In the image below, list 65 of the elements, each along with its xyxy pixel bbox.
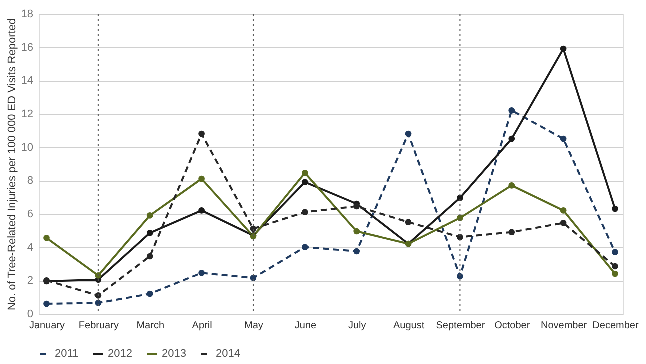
y-tick-label: 0	[27, 308, 34, 320]
x-tick-label: March	[136, 320, 165, 332]
point	[198, 208, 205, 214]
x-tick-label: December	[592, 320, 640, 332]
point	[302, 179, 308, 186]
legend-label: 2012	[108, 348, 132, 360]
x-tick-label: May	[244, 320, 264, 332]
point	[95, 292, 102, 299]
point	[302, 244, 308, 250]
point	[146, 212, 154, 219]
y-tick-label: 2	[27, 275, 34, 288]
x-tick-label: September	[436, 320, 486, 332]
point	[612, 263, 618, 270]
point	[560, 208, 567, 214]
legend-label: 2011	[55, 348, 79, 360]
point	[198, 270, 205, 276]
point	[560, 46, 567, 52]
point	[612, 270, 618, 278]
point	[405, 219, 412, 226]
point	[405, 130, 412, 138]
point	[44, 235, 50, 242]
y-tick-label: 12	[21, 108, 34, 120]
y-tick-label: 8	[27, 175, 34, 188]
point	[44, 300, 50, 308]
point	[146, 253, 154, 260]
x-tick-label: June	[294, 320, 317, 332]
x-tick-label: January	[29, 320, 66, 332]
point	[354, 203, 360, 210]
y-tick-label: 4	[27, 242, 34, 254]
legend-label: 2013	[162, 348, 186, 360]
point	[508, 108, 516, 114]
point	[250, 226, 257, 232]
point	[95, 272, 102, 279]
point	[457, 195, 464, 202]
point	[612, 249, 618, 256]
y-tick-label: 16	[21, 42, 34, 54]
point	[612, 206, 618, 212]
x-tick-label: July	[348, 320, 366, 332]
point	[146, 230, 154, 236]
y-axis-title: No. of Tree-Related Injuries per 100 000 ED Visits Reported	[6, 18, 18, 311]
x-tick-label: February	[78, 320, 119, 332]
x-tick-label: April	[192, 320, 212, 332]
point	[457, 215, 464, 222]
point	[302, 209, 308, 216]
y-tick-label: 10	[21, 142, 34, 154]
legend-label: 2014	[216, 348, 240, 360]
point	[146, 290, 154, 298]
y-tick-label: 18	[21, 8, 34, 20]
point	[508, 229, 516, 236]
x-tick-label: November	[540, 320, 588, 332]
point	[508, 136, 516, 142]
point	[95, 300, 102, 306]
x-tick-label: October	[494, 320, 531, 332]
y-tick-label: 14	[21, 75, 34, 88]
point	[198, 176, 205, 182]
y-tick-label: 6	[27, 208, 34, 220]
point	[508, 182, 516, 189]
point	[302, 170, 308, 176]
point	[560, 220, 567, 226]
x-tick-label: August	[393, 320, 425, 332]
point	[560, 136, 567, 142]
point	[354, 248, 360, 255]
point	[354, 228, 360, 235]
point	[198, 130, 205, 138]
point	[457, 273, 464, 280]
